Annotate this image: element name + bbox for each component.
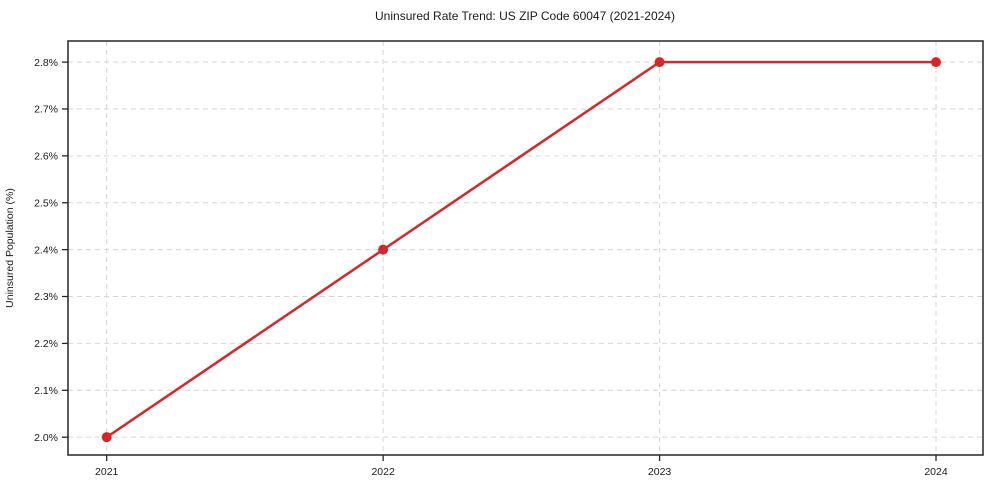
plot-area: 2.0% 2.1% 2.2% 2.3% 2.4% 2.5% 2.6% 2.7% 2.8% 2021…	[34, 40, 984, 478]
y-axis-label: Uninsured Population (%)	[4, 188, 16, 308]
data-point-marker	[931, 57, 942, 68]
x-tick-label: 2021	[95, 466, 119, 478]
x-tick-label: 2024	[924, 466, 948, 478]
data-point-marker	[654, 57, 665, 68]
data-point-marker	[101, 432, 112, 443]
data-point-marker	[378, 244, 389, 255]
y-tick-label: 2.5%	[34, 197, 58, 209]
y-tick-label: 2.7%	[34, 104, 58, 116]
y-tick-label: 2.1%	[34, 385, 58, 397]
y-tick-label: 2.3%	[34, 291, 58, 303]
y-tick-label: 2.2%	[34, 338, 58, 350]
y-tick-label: 2.6%	[34, 151, 58, 163]
y-tick-label: 2.4%	[34, 244, 58, 256]
y-tick-label: 2.8%	[34, 57, 58, 69]
y-tick-label: 2.0%	[34, 432, 58, 444]
plot-border	[67, 40, 984, 456]
series-line	[105, 60, 938, 439]
chart-title: Uninsured Rate Trend: US ZIP Code 60047 …	[375, 9, 675, 23]
x-tick-label: 2022	[371, 466, 395, 478]
x-tick-label: 2023	[648, 466, 672, 478]
